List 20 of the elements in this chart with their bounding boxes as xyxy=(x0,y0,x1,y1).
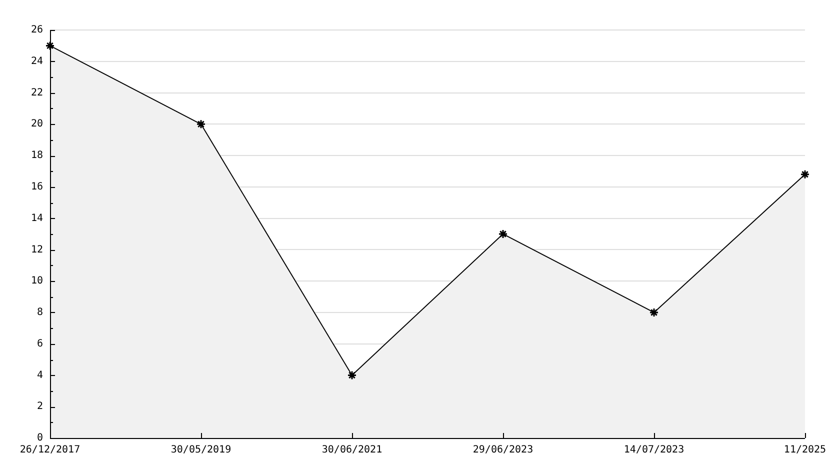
x-tick-label: 30/06/2021 xyxy=(322,444,382,456)
y-tick-label: 12 xyxy=(30,244,43,256)
y-tick-label: 0 xyxy=(36,432,43,444)
y-tick-label: 26 xyxy=(30,24,43,36)
y-tick-label: 2 xyxy=(36,401,43,412)
x-tick-label: 29/06/2023 xyxy=(472,444,534,456)
x-tick-label: 30/05/2019 xyxy=(170,444,232,456)
y-tick-label: 20 xyxy=(30,118,43,130)
x-tick-label: 11/2025 xyxy=(784,444,826,456)
y-tick-label: 16 xyxy=(30,182,43,193)
x-tick-label: 14/07/2023 xyxy=(624,444,684,456)
y-tick-label: 6 xyxy=(36,338,43,350)
y-tick-label: 24 xyxy=(30,56,43,67)
y-tick-label: 18 xyxy=(30,150,43,162)
y-tick-label: 8 xyxy=(36,307,43,318)
y-tick-label: 4 xyxy=(36,370,43,381)
x-tick-label: 26/12/2017 xyxy=(20,444,80,456)
y-tick-label: 10 xyxy=(30,276,43,287)
y-tick-label: 14 xyxy=(30,212,43,224)
y-tick-label: 22 xyxy=(30,87,43,98)
